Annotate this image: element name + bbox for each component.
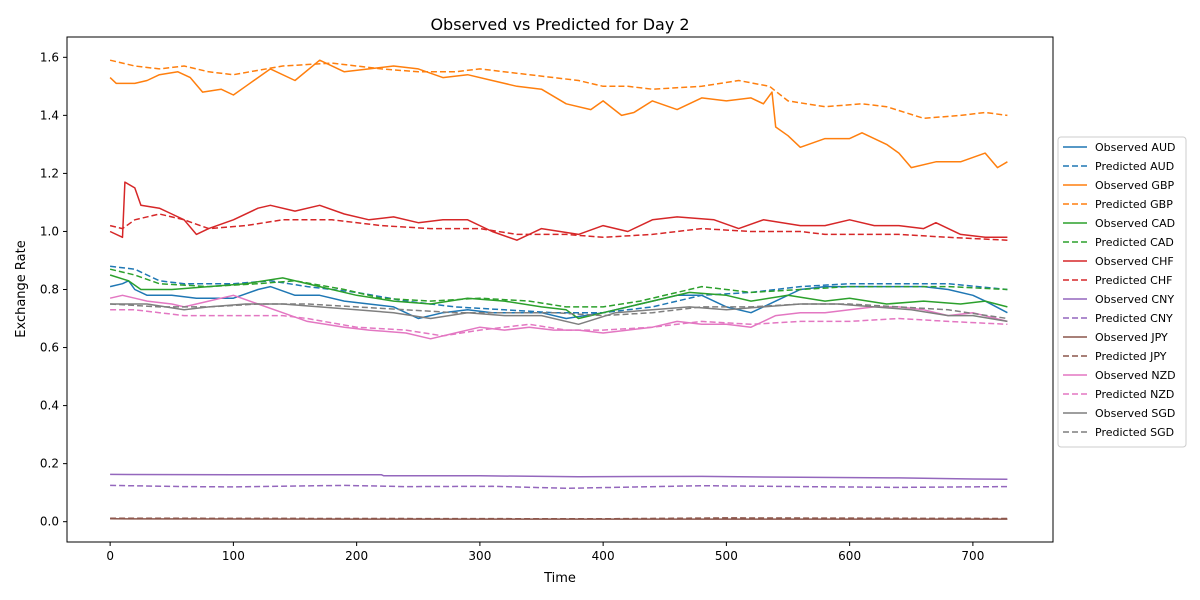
legend-entry: Observed CHF bbox=[1095, 255, 1174, 268]
y-tick-label: 0.6 bbox=[40, 341, 59, 355]
legend-entry: Observed AUD bbox=[1095, 141, 1175, 154]
x-axis-label: Time bbox=[543, 571, 576, 586]
x-axis: 0 100 200 300 400 500 600 700 bbox=[106, 542, 984, 563]
legend-entry: Predicted NZD bbox=[1095, 388, 1174, 401]
y-tick-label: 0.2 bbox=[40, 457, 59, 471]
legend-entry: Predicted AUD bbox=[1095, 160, 1174, 173]
x-tick-label: 200 bbox=[345, 549, 368, 563]
legend-box bbox=[1057, 136, 1187, 448]
series-line-predicted-aud bbox=[110, 265, 1008, 314]
series-line-predicted-gbp bbox=[109, 59, 1008, 120]
y-tick-label: 0.0 bbox=[40, 515, 59, 529]
x-tick-label: 400 bbox=[592, 549, 615, 563]
plot-area bbox=[66, 36, 1054, 543]
legend-entry: Predicted CHF bbox=[1095, 274, 1172, 287]
series-line-predicted-chf bbox=[109, 213, 1008, 241]
x-tick-label: 100 bbox=[222, 549, 245, 563]
y-axis: 0.0 0.2 0.4 0.6 0.8 1.0 1.2 1.4 1.6 bbox=[40, 50, 67, 529]
legend-entry: Observed NZD bbox=[1095, 369, 1176, 382]
y-tick-label: 0.4 bbox=[40, 399, 59, 413]
y-tick-label: 0.8 bbox=[40, 283, 59, 297]
legend-entry: Predicted CNY bbox=[1095, 312, 1173, 325]
legend-entry: Predicted SGD bbox=[1095, 426, 1174, 439]
y-axis-label: Exchange Rate bbox=[14, 240, 29, 337]
series-line-observed-cad bbox=[109, 274, 1008, 320]
legend-entry: Observed SGD bbox=[1095, 407, 1175, 420]
legend-entry: Observed CAD bbox=[1095, 217, 1175, 230]
chart-title: Observed vs Predicted for Day 2 bbox=[430, 15, 689, 34]
legend-entry: Observed JPY bbox=[1095, 331, 1168, 344]
series-line-observed-gbp bbox=[109, 59, 1008, 169]
y-tick-label: 1.2 bbox=[40, 166, 59, 180]
x-tick-label: 300 bbox=[468, 549, 491, 563]
y-tick-label: 1.6 bbox=[40, 50, 59, 64]
x-tick-label: 600 bbox=[838, 549, 861, 563]
series-line-observed-cny bbox=[110, 473, 1008, 481]
legend-entry: Observed GBP bbox=[1095, 179, 1174, 192]
x-tick-label: 700 bbox=[961, 549, 984, 563]
x-tick-label: 0 bbox=[106, 549, 114, 563]
series-line-observed-sgd bbox=[110, 303, 1008, 326]
series-line-observed-chf bbox=[109, 181, 1008, 241]
series-line-observed-nzd bbox=[109, 294, 1008, 340]
legend-entry: Predicted GBP bbox=[1095, 198, 1173, 211]
legend: Observed AUD Predicted AUD Observed GBP Pre… bbox=[1057, 136, 1187, 448]
series-line-predicted-sgd bbox=[110, 303, 1008, 320]
series-line-predicted-cny bbox=[110, 484, 1008, 490]
y-tick-label: 1.4 bbox=[40, 108, 59, 122]
legend-entry: Predicted JPY bbox=[1095, 350, 1167, 363]
x-tick-label: 500 bbox=[715, 549, 738, 563]
series-line-predicted-jpy bbox=[110, 517, 1008, 520]
series-line-predicted-nzd bbox=[110, 309, 1008, 337]
series-line-predicted-cad bbox=[109, 268, 1008, 308]
y-tick-label: 1.0 bbox=[40, 224, 59, 238]
legend-entry: Predicted CAD bbox=[1095, 236, 1174, 249]
series-lines bbox=[109, 59, 1008, 520]
legend-entry: Observed CNY bbox=[1095, 293, 1174, 306]
